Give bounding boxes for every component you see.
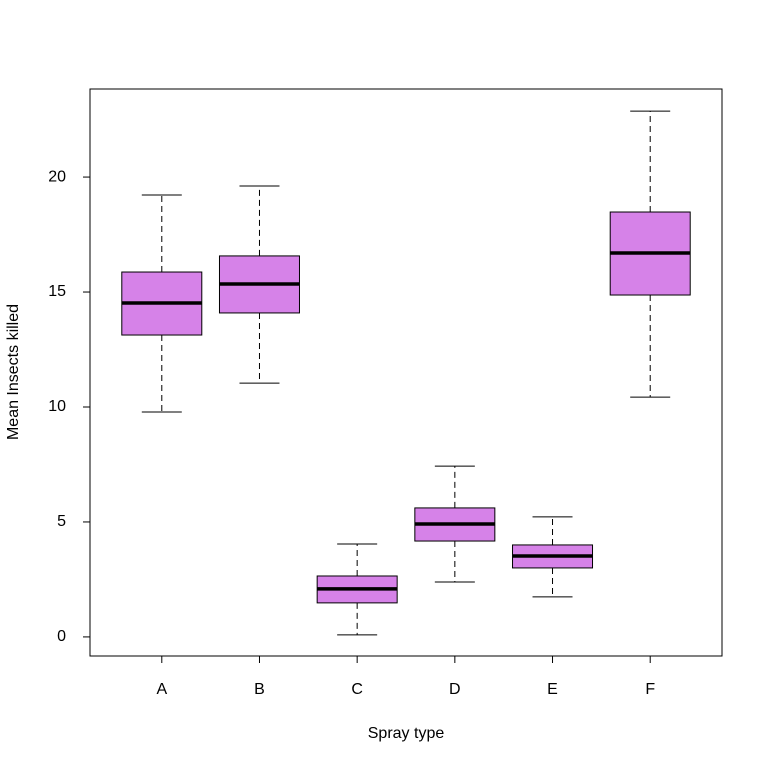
y-tick-label: 0 [57,628,66,645]
x-axis-label: Spray type [368,725,445,742]
y-tick-label: 10 [48,398,66,415]
plot-frame [89,88,723,657]
y-axis-label: Mean Insects killed [5,304,22,440]
y-tick-label: 15 [48,283,66,300]
x-tick-label: A [156,681,167,698]
y-tick-label: 20 [48,168,66,185]
x-tick-label: C [351,681,363,698]
x-tick-label: B [254,681,265,698]
x-tick-label: F [645,681,655,698]
x-tick-label: E [547,681,558,698]
y-tick-label: 5 [57,513,66,530]
x-tick-label: D [449,681,461,698]
